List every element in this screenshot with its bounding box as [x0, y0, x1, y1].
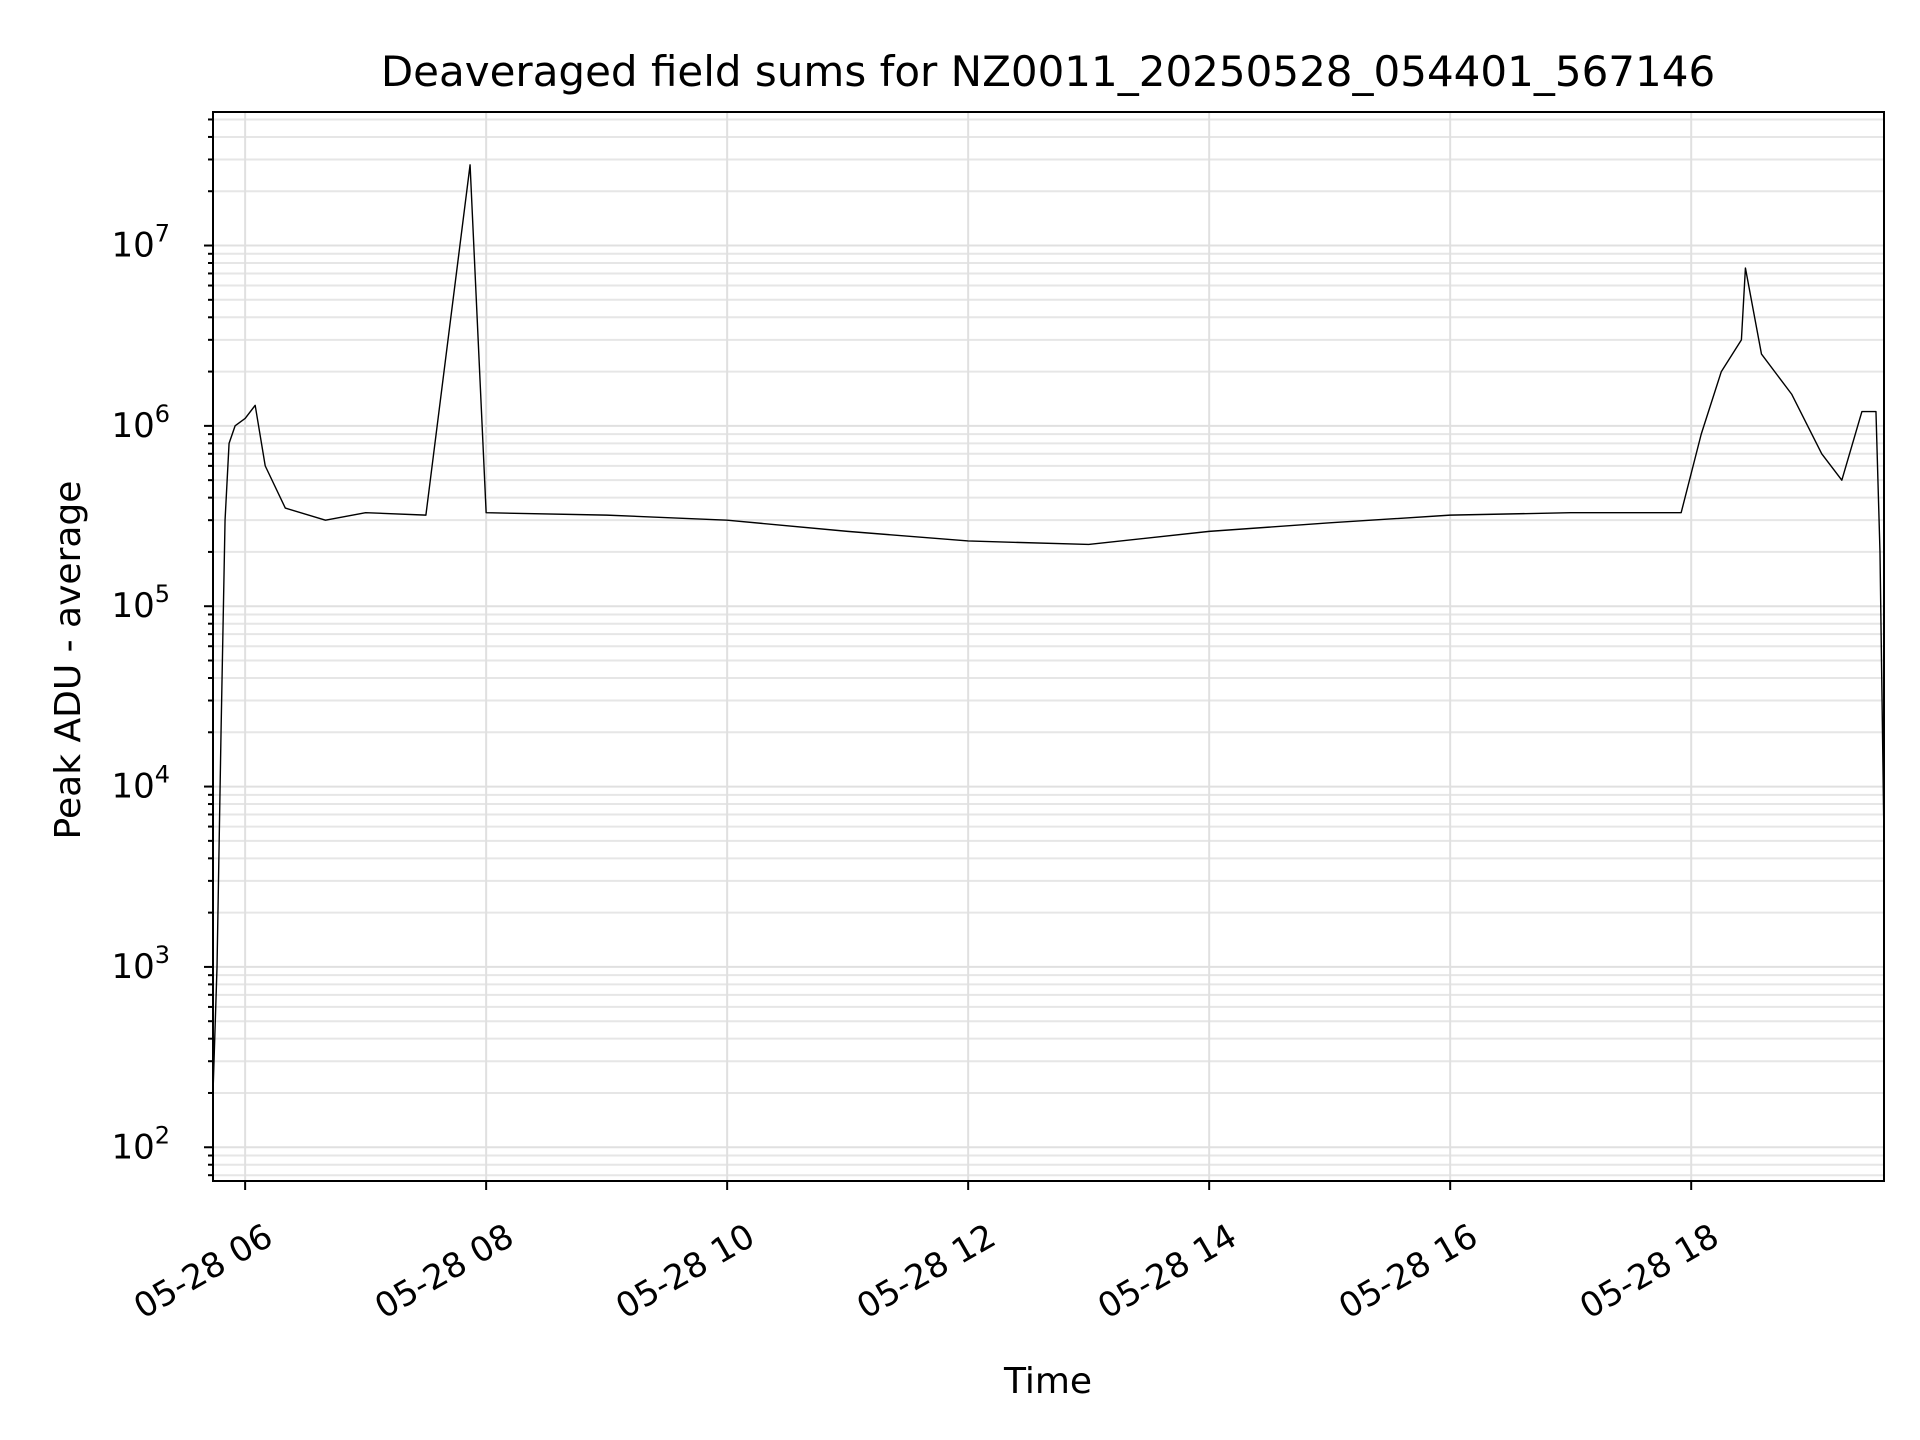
x-axis-label: Time	[1003, 1361, 1092, 1402]
x-tick-label: 05-28 10	[609, 1216, 761, 1327]
chart-title: Deaveraged field sums for NZ0011_2025052…	[381, 47, 1715, 96]
y-tick-label: 104	[111, 761, 170, 807]
y-tick-label: 103	[111, 941, 170, 987]
x-tick-label: 05-28 06	[127, 1216, 279, 1327]
y-axis-label: Peak ADU - average	[48, 481, 89, 840]
y-tick-label: 102	[111, 1121, 170, 1167]
x-tick-label: 05-28 16	[1332, 1216, 1484, 1327]
series-line	[212, 164, 1885, 1093]
y-tick-label: 105	[111, 580, 170, 626]
grid-layer	[213, 112, 1884, 1181]
x-tick-label: 05-28 12	[850, 1216, 1002, 1327]
x-tick-label: 05-28 18	[1573, 1216, 1725, 1327]
x-tick-label: 05-28 08	[368, 1216, 520, 1327]
x-tick-label: 05-28 14	[1091, 1216, 1243, 1327]
y-tick-label: 106	[111, 400, 170, 446]
y-tick-label: 107	[111, 220, 170, 266]
series-layer	[212, 164, 1885, 1093]
